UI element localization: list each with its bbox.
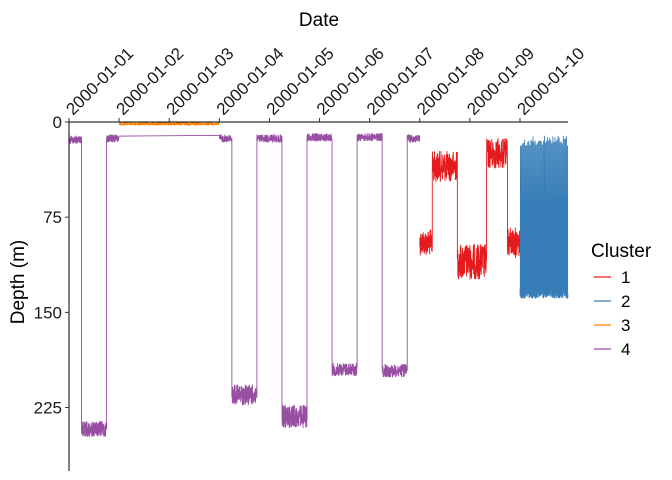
y-ticks: 0 75 150 225 <box>34 113 69 418</box>
series-line-1 <box>419 138 521 280</box>
y-tick-label: 150 <box>34 303 62 322</box>
x-ticks: 2000-01-012000-01-022000-01-032000-01-04… <box>62 44 588 122</box>
y-axis-title: Depth (m) <box>8 240 29 324</box>
y-tick-label: 0 <box>53 113 62 132</box>
legend: Cluster 1 2 3 4 <box>591 241 652 359</box>
series-line-2 <box>519 135 569 299</box>
y-tick-label: 225 <box>34 399 62 418</box>
x-axis-title: Date <box>299 10 339 31</box>
y-tick-label: 75 <box>43 208 62 227</box>
legend-title: Cluster <box>591 241 652 262</box>
legend-label-4: 4 <box>621 340 630 359</box>
legend-label-1: 1 <box>621 268 630 287</box>
legend-items: 1 2 3 4 <box>594 268 630 359</box>
legend-label-3: 3 <box>621 316 630 335</box>
legend-label-2: 2 <box>621 292 630 311</box>
series-line-3 <box>118 122 220 126</box>
plot-area <box>68 122 569 438</box>
series-line-4 <box>68 132 421 438</box>
